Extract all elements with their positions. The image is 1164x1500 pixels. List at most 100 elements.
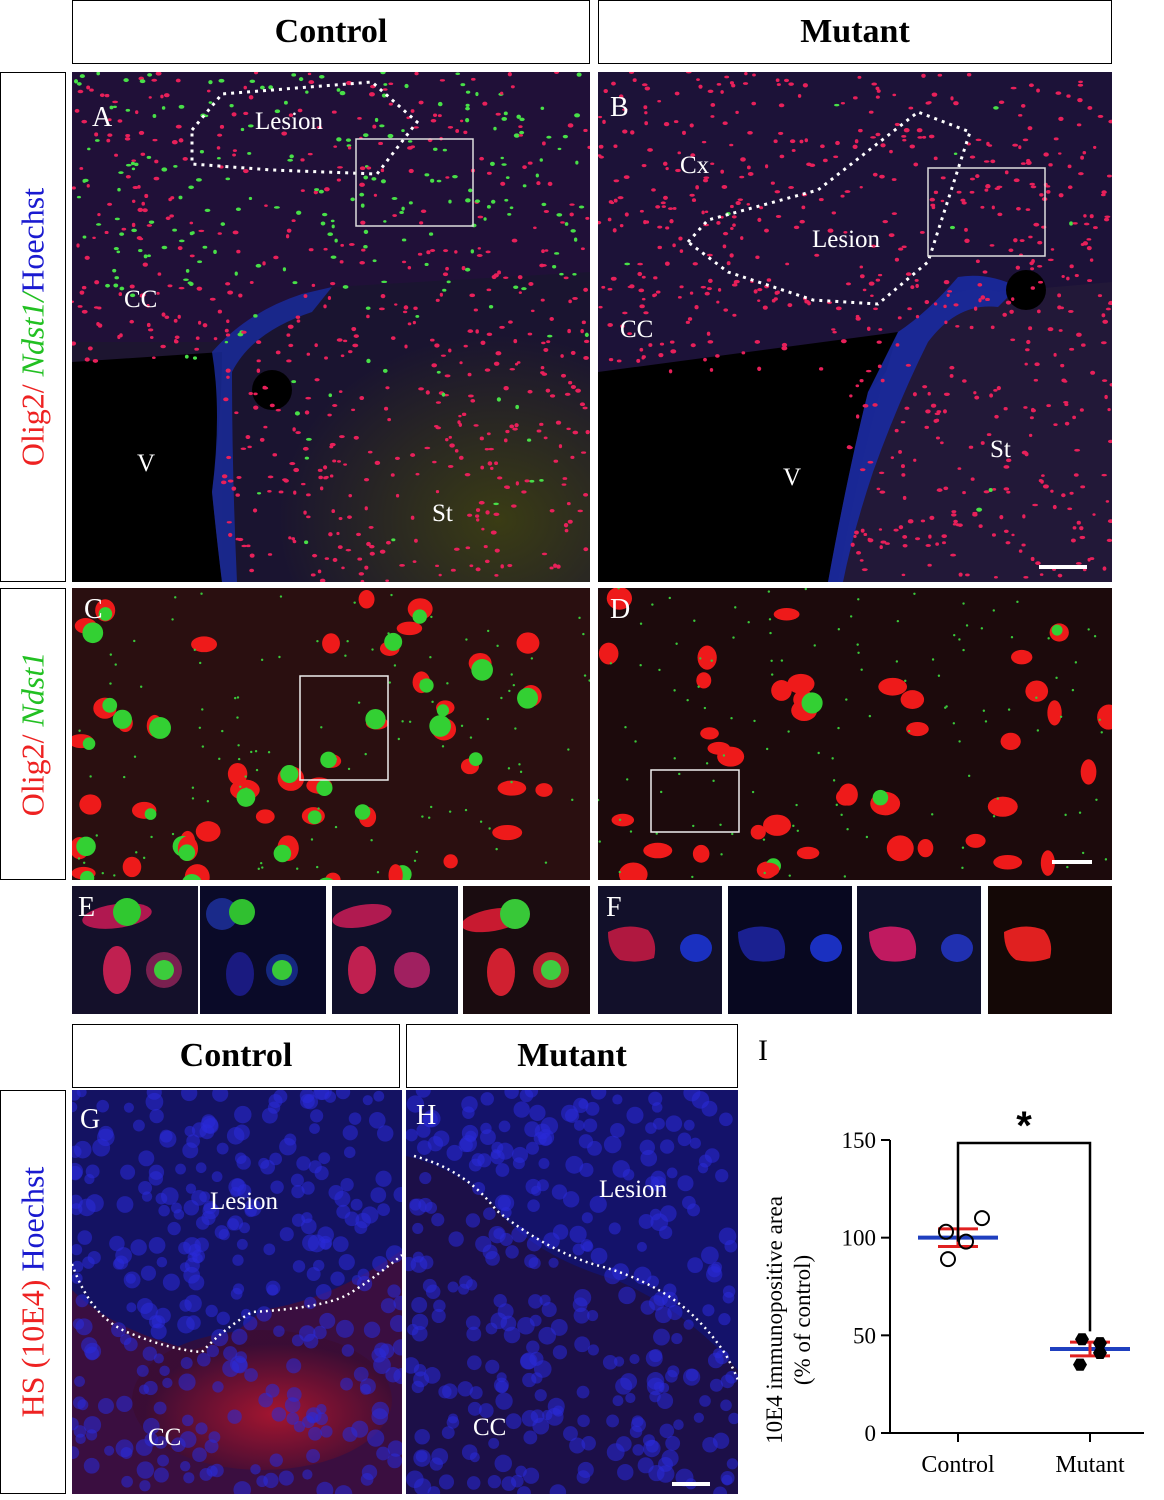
olig2-dot	[583, 287, 589, 292]
olig2-dot	[653, 293, 658, 297]
hoechst-nucleus	[149, 1108, 164, 1124]
lesion-label: Lesion	[255, 108, 324, 135]
olig2-dot	[285, 234, 290, 239]
olig2-dot	[414, 72, 419, 76]
olig2-dot	[412, 560, 417, 564]
olig2-dot	[668, 369, 673, 374]
ndst1-dot	[391, 197, 398, 200]
olig2-dot	[716, 300, 720, 304]
olig2-dot	[1013, 238, 1018, 243]
olig2-dot	[833, 155, 839, 159]
olig2-dot	[991, 205, 995, 210]
olig2-dot	[497, 270, 502, 275]
panel-letter-i: I	[758, 1034, 768, 1067]
ndst1-puncta	[142, 856, 146, 860]
olig2-dot	[669, 219, 674, 224]
ndst1-puncta	[762, 838, 766, 841]
ndst1-signal	[182, 873, 202, 880]
olig2-dot	[657, 225, 663, 229]
olig2-dot	[613, 198, 618, 203]
hoechst-nucleus	[480, 1092, 494, 1106]
ndst1-puncta	[133, 755, 137, 758]
olig2-dot	[453, 547, 460, 551]
ndst1-puncta	[639, 622, 643, 625]
ndst1-puncta	[953, 633, 956, 637]
ndst1-dot	[291, 73, 297, 77]
hoechst-nucleus	[513, 1101, 530, 1118]
hoechst-nucleus	[648, 1091, 663, 1106]
olig2-dot	[541, 372, 548, 376]
olig2-dot	[859, 379, 864, 383]
hoechst-nucleus	[183, 1472, 195, 1484]
ndst1-dot	[249, 79, 256, 84]
ndst1-puncta	[944, 706, 947, 709]
olig2-dot	[278, 490, 284, 494]
olig2-dot	[857, 75, 862, 79]
olig2-dot	[905, 272, 912, 276]
ndst1-dot	[82, 235, 87, 239]
olig2-dot	[1082, 150, 1087, 155]
olig2-dot	[1016, 207, 1021, 211]
olig2-dot	[953, 101, 959, 106]
olig2-dot	[253, 405, 259, 410]
olig2-dot	[613, 179, 620, 183]
olig2-dot	[1046, 189, 1051, 194]
lesion-outline	[190, 80, 420, 176]
olig2-dot	[310, 573, 316, 577]
olig2-dot	[359, 395, 365, 401]
olig2-dot	[879, 490, 886, 494]
olig2-dot	[324, 475, 329, 479]
ndst1-puncta	[496, 644, 499, 648]
ndst1-dot	[953, 152, 958, 156]
hoechst-nucleus	[504, 1090, 519, 1099]
olig2-dot	[863, 532, 868, 537]
olig2-dot	[324, 187, 330, 192]
olig2-dot	[778, 103, 785, 108]
ndst1-puncta	[770, 659, 773, 662]
ndst1-puncta	[639, 664, 642, 667]
olig2-dot	[898, 247, 904, 251]
olig2-dot	[627, 332, 633, 336]
olig2-dot	[461, 265, 466, 271]
hoechst-nucleus	[142, 1346, 157, 1361]
olig2-dot	[623, 175, 630, 180]
olig2-dot	[978, 298, 982, 303]
ndst1-puncta	[629, 830, 633, 833]
olig2-dot	[678, 236, 683, 241]
hoechst-nucleus	[313, 1325, 327, 1340]
olig2-dot	[178, 286, 185, 290]
ndst1-signal	[517, 687, 539, 709]
olig2-dot	[340, 243, 344, 247]
olig2-dot	[351, 408, 356, 412]
olig2-cell	[757, 862, 780, 877]
ndst1-puncta	[123, 775, 126, 779]
hoechst-nucleus	[320, 1425, 333, 1438]
hoechst-nucleus	[306, 1449, 321, 1463]
ndst1-puncta	[278, 655, 281, 659]
olig2-dot	[1080, 243, 1085, 247]
hoechst-nucleus	[184, 1294, 202, 1313]
olig2-dot	[1043, 152, 1049, 157]
olig2-dot	[340, 354, 345, 358]
olig2-dot	[486, 332, 493, 336]
olig2-dot	[639, 347, 644, 352]
ndst1-puncta	[992, 609, 995, 612]
olig2-dot	[936, 488, 943, 492]
ndst1-dot	[234, 271, 238, 276]
ndst1-puncta	[310, 838, 314, 841]
ndst1-dot	[195, 178, 202, 182]
olig2-dot	[722, 231, 729, 236]
ndst1-dot	[441, 392, 446, 397]
olig2-dot	[521, 490, 527, 494]
ndst1-dot	[112, 268, 117, 273]
hoechst-nucleus	[665, 1115, 683, 1132]
hoechst-nucleus	[722, 1291, 735, 1304]
ndst1-dot	[383, 220, 387, 223]
ndst1-puncta	[980, 627, 984, 630]
olig2-dot	[1033, 222, 1040, 227]
hoechst-nucleus	[665, 1369, 678, 1383]
olig2-dot	[275, 350, 281, 355]
olig2-dot	[79, 290, 85, 295]
hoechst-nucleus	[441, 1426, 455, 1440]
